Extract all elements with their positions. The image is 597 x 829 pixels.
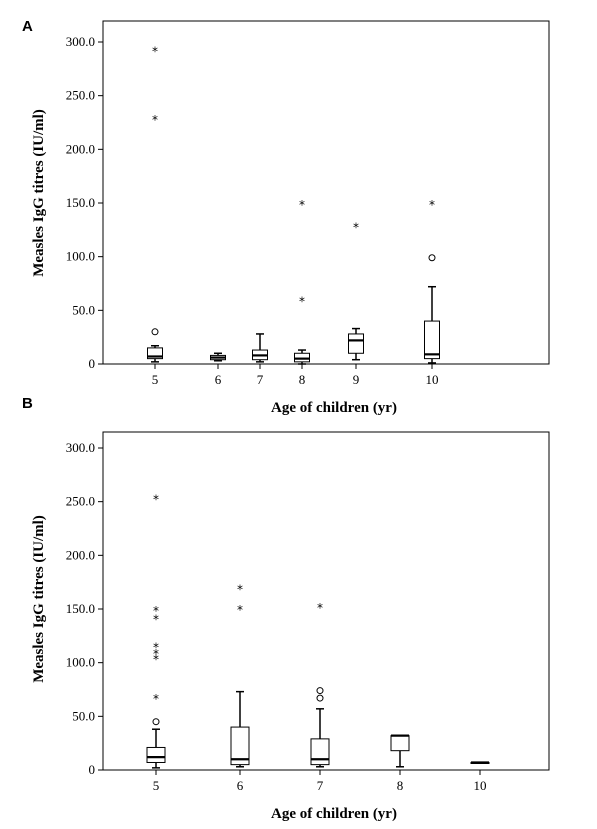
- box-10: [470, 761, 490, 764]
- box-iqr: [310, 738, 330, 766]
- box-7: [252, 333, 268, 363]
- chart-panel-a: 0 50.0 100.0 150.0 200.0 250.0 300.0 5 6 7 8 9 10 Age…: [31, 20, 550, 416]
- extreme-point: *: [153, 613, 159, 627]
- extreme-point: *: [152, 45, 158, 59]
- x-tick-label: 6: [237, 778, 244, 793]
- outlier-point: [316, 687, 324, 695]
- box-5: **: [147, 45, 163, 363]
- box-iqr: [146, 746, 166, 763]
- y-tick-label: 100.0: [66, 655, 95, 670]
- y-tick-label: 0: [89, 762, 96, 777]
- extreme-point: *: [299, 295, 305, 309]
- y-tick-label: 250.0: [66, 494, 95, 509]
- box-9: *: [348, 221, 364, 361]
- box-8: **: [294, 198, 310, 365]
- y-tick-label: 100.0: [66, 249, 95, 264]
- chart-panel-b: 0 50.0 100.0 150.0 200.0 250.0 300.0 5 6 7 8 10 Age …: [31, 431, 550, 822]
- x-tick-label: 5: [152, 372, 159, 387]
- box-iqr: [348, 333, 364, 354]
- x-tick-label: 8: [299, 372, 306, 387]
- panel-b-label: B: [22, 395, 33, 412]
- extreme-point: *: [152, 113, 158, 127]
- outlier-point: [428, 254, 436, 262]
- y-axis-title: Measles IgG titres (IU/ml): [31, 515, 47, 683]
- panel-a-label: A: [22, 18, 33, 35]
- extreme-point: *: [299, 198, 305, 212]
- extreme-point: *: [353, 221, 359, 235]
- box-6: [210, 352, 226, 362]
- box-10: *: [424, 198, 440, 364]
- box-iqr: [230, 726, 250, 766]
- box-iqr: [147, 347, 163, 360]
- y-tick-label: 50.0: [72, 302, 95, 317]
- y-tick-label: 0: [89, 356, 96, 371]
- extreme-point: *: [153, 652, 159, 666]
- box-iqr: [424, 320, 440, 360]
- extreme-point: *: [429, 198, 435, 212]
- y-tick-label: 50.0: [72, 708, 95, 723]
- x-tick-label: 7: [317, 778, 324, 793]
- extreme-point: *: [153, 647, 159, 661]
- x-axis-title: Age of children (yr): [271, 400, 397, 416]
- box-5: *******: [146, 492, 166, 769]
- extreme-point: *: [237, 603, 243, 617]
- y-axis-title: Measles IgG titres (IU/ml): [31, 109, 47, 277]
- x-tick-label: 7: [257, 372, 264, 387]
- extreme-point: *: [237, 583, 243, 597]
- extreme-point: *: [153, 692, 159, 706]
- y-tick-label: 200.0: [66, 547, 95, 562]
- y-tick-label: 150.0: [66, 601, 95, 616]
- y-tick-label: 300.0: [66, 440, 95, 455]
- x-tick-label: 10: [426, 372, 439, 387]
- x-axis-title: Age of children (yr): [271, 806, 397, 822]
- y-tick-label: 300.0: [66, 34, 95, 49]
- box-iqr: [390, 735, 410, 752]
- plot-frame: [102, 20, 550, 365]
- outlier-point: [151, 328, 159, 336]
- box-7: *: [310, 601, 330, 768]
- x-tick-label: 8: [397, 778, 404, 793]
- x-tick-label: 10: [474, 778, 487, 793]
- x-tick-label: 6: [215, 372, 222, 387]
- y-tick-label: 200.0: [66, 141, 95, 156]
- x-tick-label: 9: [353, 372, 360, 387]
- plot-frame: [102, 431, 550, 771]
- outlier-point: [316, 694, 324, 702]
- x-tick-label: 5: [153, 778, 160, 793]
- y-tick-label: 150.0: [66, 195, 95, 210]
- extreme-point: *: [317, 601, 323, 615]
- extreme-point: *: [153, 604, 159, 618]
- box-8: [390, 734, 410, 768]
- outlier-point: [152, 718, 160, 726]
- box-6: **: [230, 583, 250, 768]
- y-tick-label: 250.0: [66, 88, 95, 103]
- extreme-point: *: [153, 492, 159, 506]
- extreme-point: *: [153, 640, 159, 654]
